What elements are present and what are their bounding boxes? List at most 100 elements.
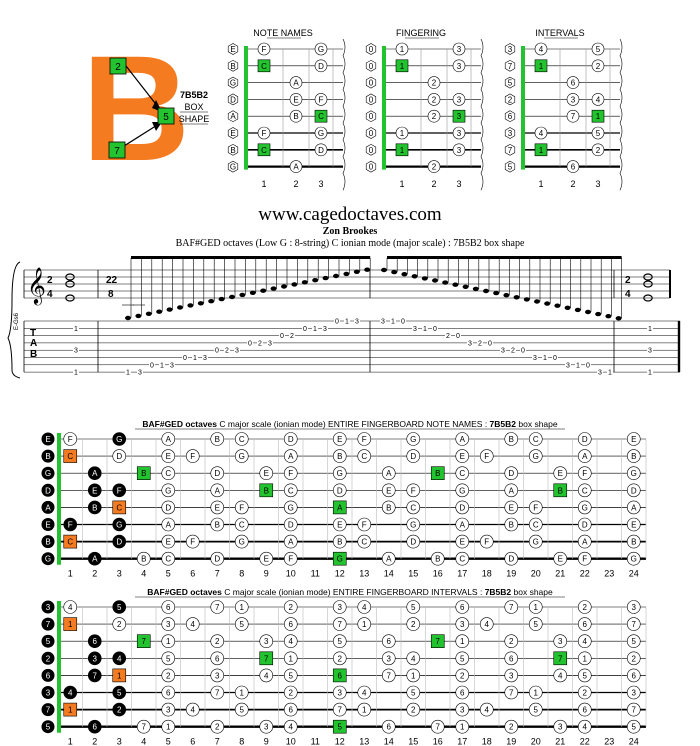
logo-marker-2-label: 2 xyxy=(115,62,121,73)
note-marker xyxy=(161,634,176,649)
note-marker xyxy=(381,500,396,515)
shape-note-marker xyxy=(63,517,78,532)
note-marker xyxy=(626,685,641,700)
note-label: 4 xyxy=(68,603,73,612)
note-marker xyxy=(406,483,421,498)
note-label: D xyxy=(337,486,343,495)
note-label: C xyxy=(533,521,539,530)
note-label: E xyxy=(166,538,171,547)
note-marker xyxy=(332,517,347,532)
note-label: 2 xyxy=(509,637,514,646)
fret-number: 11 xyxy=(311,737,320,746)
note-label: 3 xyxy=(457,129,462,138)
open-string-marker xyxy=(227,59,239,72)
note-label: D xyxy=(459,503,465,512)
fret-number: 3 xyxy=(117,569,122,579)
open-string-label: E xyxy=(45,435,50,444)
scale-note xyxy=(249,290,256,295)
note-label: G xyxy=(410,521,416,530)
note-marker xyxy=(210,517,225,532)
note-marker xyxy=(395,126,409,140)
note-marker xyxy=(427,76,441,89)
note-label: B xyxy=(509,521,514,530)
shape-note-marker xyxy=(112,432,127,446)
note-label: 3 xyxy=(558,637,563,646)
note-marker xyxy=(504,634,519,649)
open-string-marker xyxy=(41,466,55,480)
open-string-label: 0 xyxy=(369,163,374,172)
tab-fret-number: 0 xyxy=(553,355,557,362)
note-label: 1 xyxy=(166,637,171,646)
fret-number: 14 xyxy=(384,737,394,746)
tab-fret-number: 3 xyxy=(598,370,602,377)
note-marker xyxy=(455,634,470,649)
note-marker xyxy=(528,534,543,549)
note-marker xyxy=(528,449,543,463)
note-label: B xyxy=(337,538,342,547)
scale-note xyxy=(239,292,246,298)
note-label: 4 xyxy=(68,689,73,698)
fingerboard-title: BAF#GED octaves C major scale (ionian mo… xyxy=(147,587,553,597)
note-label: 6 xyxy=(289,706,294,715)
note-label: 1 xyxy=(539,62,544,71)
note-marker xyxy=(63,600,78,614)
tab-fret-number: 3 xyxy=(468,340,472,347)
shape-note-marker xyxy=(87,719,102,734)
open-string-marker xyxy=(41,449,55,463)
note-label: G xyxy=(318,45,324,54)
time-signature-top: 2 xyxy=(47,275,53,286)
note-label: C xyxy=(361,538,367,547)
fret-number: 15 xyxy=(408,569,418,579)
note-marker xyxy=(455,432,470,446)
open-string-label: E xyxy=(230,45,235,54)
note-label: 4 xyxy=(583,637,588,646)
note-marker xyxy=(504,600,519,614)
note-label: 7 xyxy=(264,654,269,663)
fingerboard-title: BAF#GED octaves C major scale (ionian mo… xyxy=(142,419,558,429)
note-marker xyxy=(283,534,298,549)
shape-note-marker xyxy=(87,668,102,683)
note-label: 6 xyxy=(93,637,98,646)
scale-note xyxy=(187,303,194,308)
note-marker xyxy=(161,719,176,734)
fret-number: 22 xyxy=(580,737,590,746)
fret-number: 16 xyxy=(433,569,443,579)
note-marker xyxy=(314,93,328,106)
note-label: 6 xyxy=(338,671,343,680)
note-marker xyxy=(357,517,372,532)
note-marker xyxy=(332,617,347,631)
scale-note xyxy=(595,311,602,317)
open-string-label: 0 xyxy=(369,112,374,121)
open-string-marker xyxy=(41,703,55,717)
tab-fret-number: 3 xyxy=(268,340,272,347)
note-marker xyxy=(455,600,470,614)
note-marker xyxy=(259,634,274,649)
tab-fret-number: 1 xyxy=(423,326,427,333)
note-label: F xyxy=(484,538,489,547)
open-string-marker xyxy=(365,93,377,106)
note-marker xyxy=(210,668,225,683)
shape-note-marker xyxy=(112,483,127,498)
note-marker xyxy=(566,109,580,123)
note-label: 4 xyxy=(289,637,294,646)
note-marker xyxy=(332,466,347,481)
note-label: G xyxy=(582,503,588,512)
note-label: 2 xyxy=(338,654,343,663)
scale-note xyxy=(411,274,418,279)
note-label: E xyxy=(460,538,465,547)
note-marker xyxy=(210,719,225,734)
note-marker xyxy=(504,668,519,683)
tab-fret-number: 3 xyxy=(648,348,652,355)
note-label: C xyxy=(318,112,324,121)
site-title: www.cagedoctaves.com xyxy=(258,204,442,225)
note-marker xyxy=(210,651,225,666)
open-string-marker xyxy=(504,59,516,72)
note-label: 3 xyxy=(558,723,563,732)
note-marker xyxy=(289,160,303,173)
note-label: D xyxy=(288,435,294,444)
note-label: 4 xyxy=(117,654,122,663)
fret-number: 18 xyxy=(482,569,492,579)
note-label: B xyxy=(264,486,269,495)
note-marker xyxy=(185,449,200,463)
note-marker xyxy=(553,668,568,683)
